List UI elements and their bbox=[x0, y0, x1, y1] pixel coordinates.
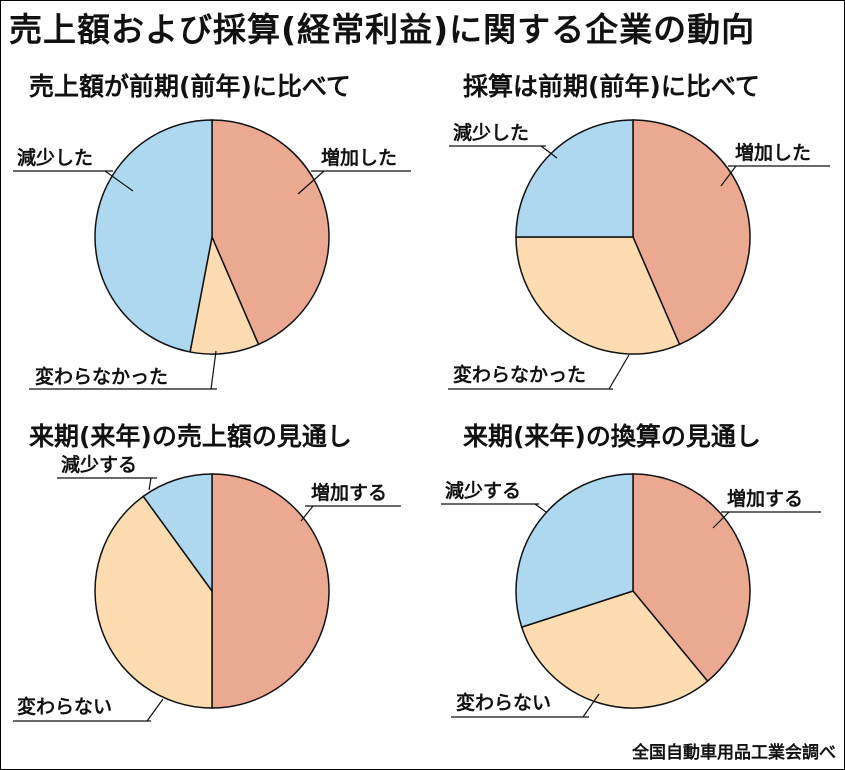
chart-title-sales-outlook: 来期(来年)の売上額の見通し bbox=[29, 422, 352, 451]
pie4-leader-line-decrease bbox=[534, 503, 547, 513]
pie3-slice-increase bbox=[211, 473, 330, 709]
pie1-slice-decrease bbox=[94, 119, 213, 353]
pie1-label-increase: 増加した bbox=[321, 146, 397, 169]
pie1-leader-line-unchanged bbox=[210, 350, 217, 390]
pie4-label-unchanged: 変わらない bbox=[456, 691, 551, 714]
pie1-leader-line-decrease bbox=[104, 170, 134, 192]
pie2-leader-line-decrease bbox=[540, 145, 558, 159]
pie2-label-increase: 増加した bbox=[735, 141, 811, 164]
pie1-label-unchanged: 変わらなかった bbox=[35, 365, 168, 388]
pie3-label-increase: 増加する bbox=[311, 481, 387, 504]
pie4-label-decrease: 減少する bbox=[445, 479, 521, 502]
pie4-slice-decrease bbox=[515, 473, 634, 629]
pie3-slice-unchanged bbox=[94, 495, 213, 709]
pie3-leader-line-increase bbox=[300, 505, 314, 522]
source-note: 全国自動車用品工業会調べ bbox=[632, 743, 836, 763]
pie2-slice-decrease bbox=[515, 119, 634, 238]
pie4-slice-increase bbox=[632, 473, 751, 683]
main-title: 売上額および採算(経常利益)に関する企業の動向 bbox=[9, 10, 756, 49]
pie2-leader-line-increase bbox=[720, 165, 737, 187]
pie4-leader-line-unchanged bbox=[582, 693, 600, 718]
pie3-slice-decrease bbox=[142, 473, 213, 594]
chart-title-profit-outlook: 来期(来年)の換算の見通し bbox=[463, 422, 761, 451]
pie2-leader-line-unchanged bbox=[608, 354, 630, 390]
pie2-label-decrease: 減少した bbox=[453, 121, 529, 144]
pie1-leader-line-increase bbox=[297, 170, 325, 195]
chart-title-sales-vs-previous: 売上額が前期(前年)に比べて bbox=[29, 72, 351, 101]
pie4-leader-line-increase bbox=[712, 511, 730, 529]
pie3-label-decrease: 減少する bbox=[61, 453, 137, 476]
pie1-slice-increase bbox=[211, 119, 330, 346]
pie2-slice-unchanged bbox=[515, 236, 681, 355]
pie3-label-unchanged: 変わらない bbox=[17, 695, 112, 718]
pie3-leader-line-decrease bbox=[148, 477, 152, 491]
pie4-slice-unchanged bbox=[520, 590, 709, 709]
pie1-label-decrease: 減少した bbox=[17, 146, 93, 169]
pie2-slice-increase bbox=[632, 119, 751, 346]
pie4-label-increase: 増加する bbox=[727, 487, 803, 510]
pie2-label-unchanged: 変わらなかった bbox=[453, 363, 586, 386]
pie3-leader-line-unchanged bbox=[146, 698, 164, 722]
chart-title-profit-vs-previous: 採算は前期(前年)に比べて bbox=[463, 72, 760, 101]
